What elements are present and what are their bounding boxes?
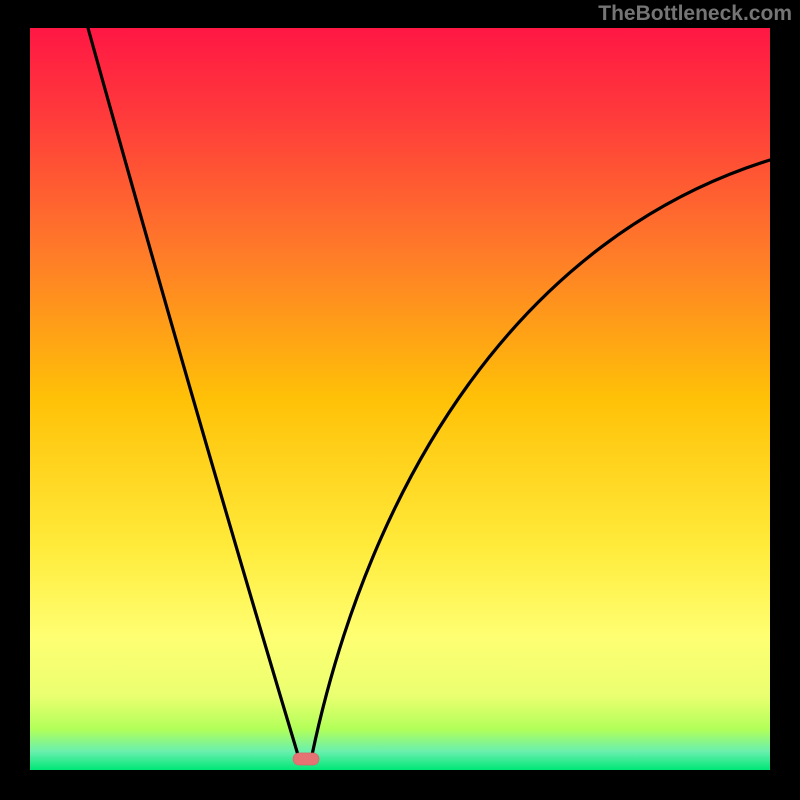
bottleneck-chart: TheBottleneck.com	[0, 0, 800, 800]
min-marker	[293, 753, 319, 765]
chart-svg	[0, 0, 800, 800]
watermark-label: TheBottleneck.com	[598, 2, 792, 26]
plot-gradient-area	[30, 28, 770, 770]
